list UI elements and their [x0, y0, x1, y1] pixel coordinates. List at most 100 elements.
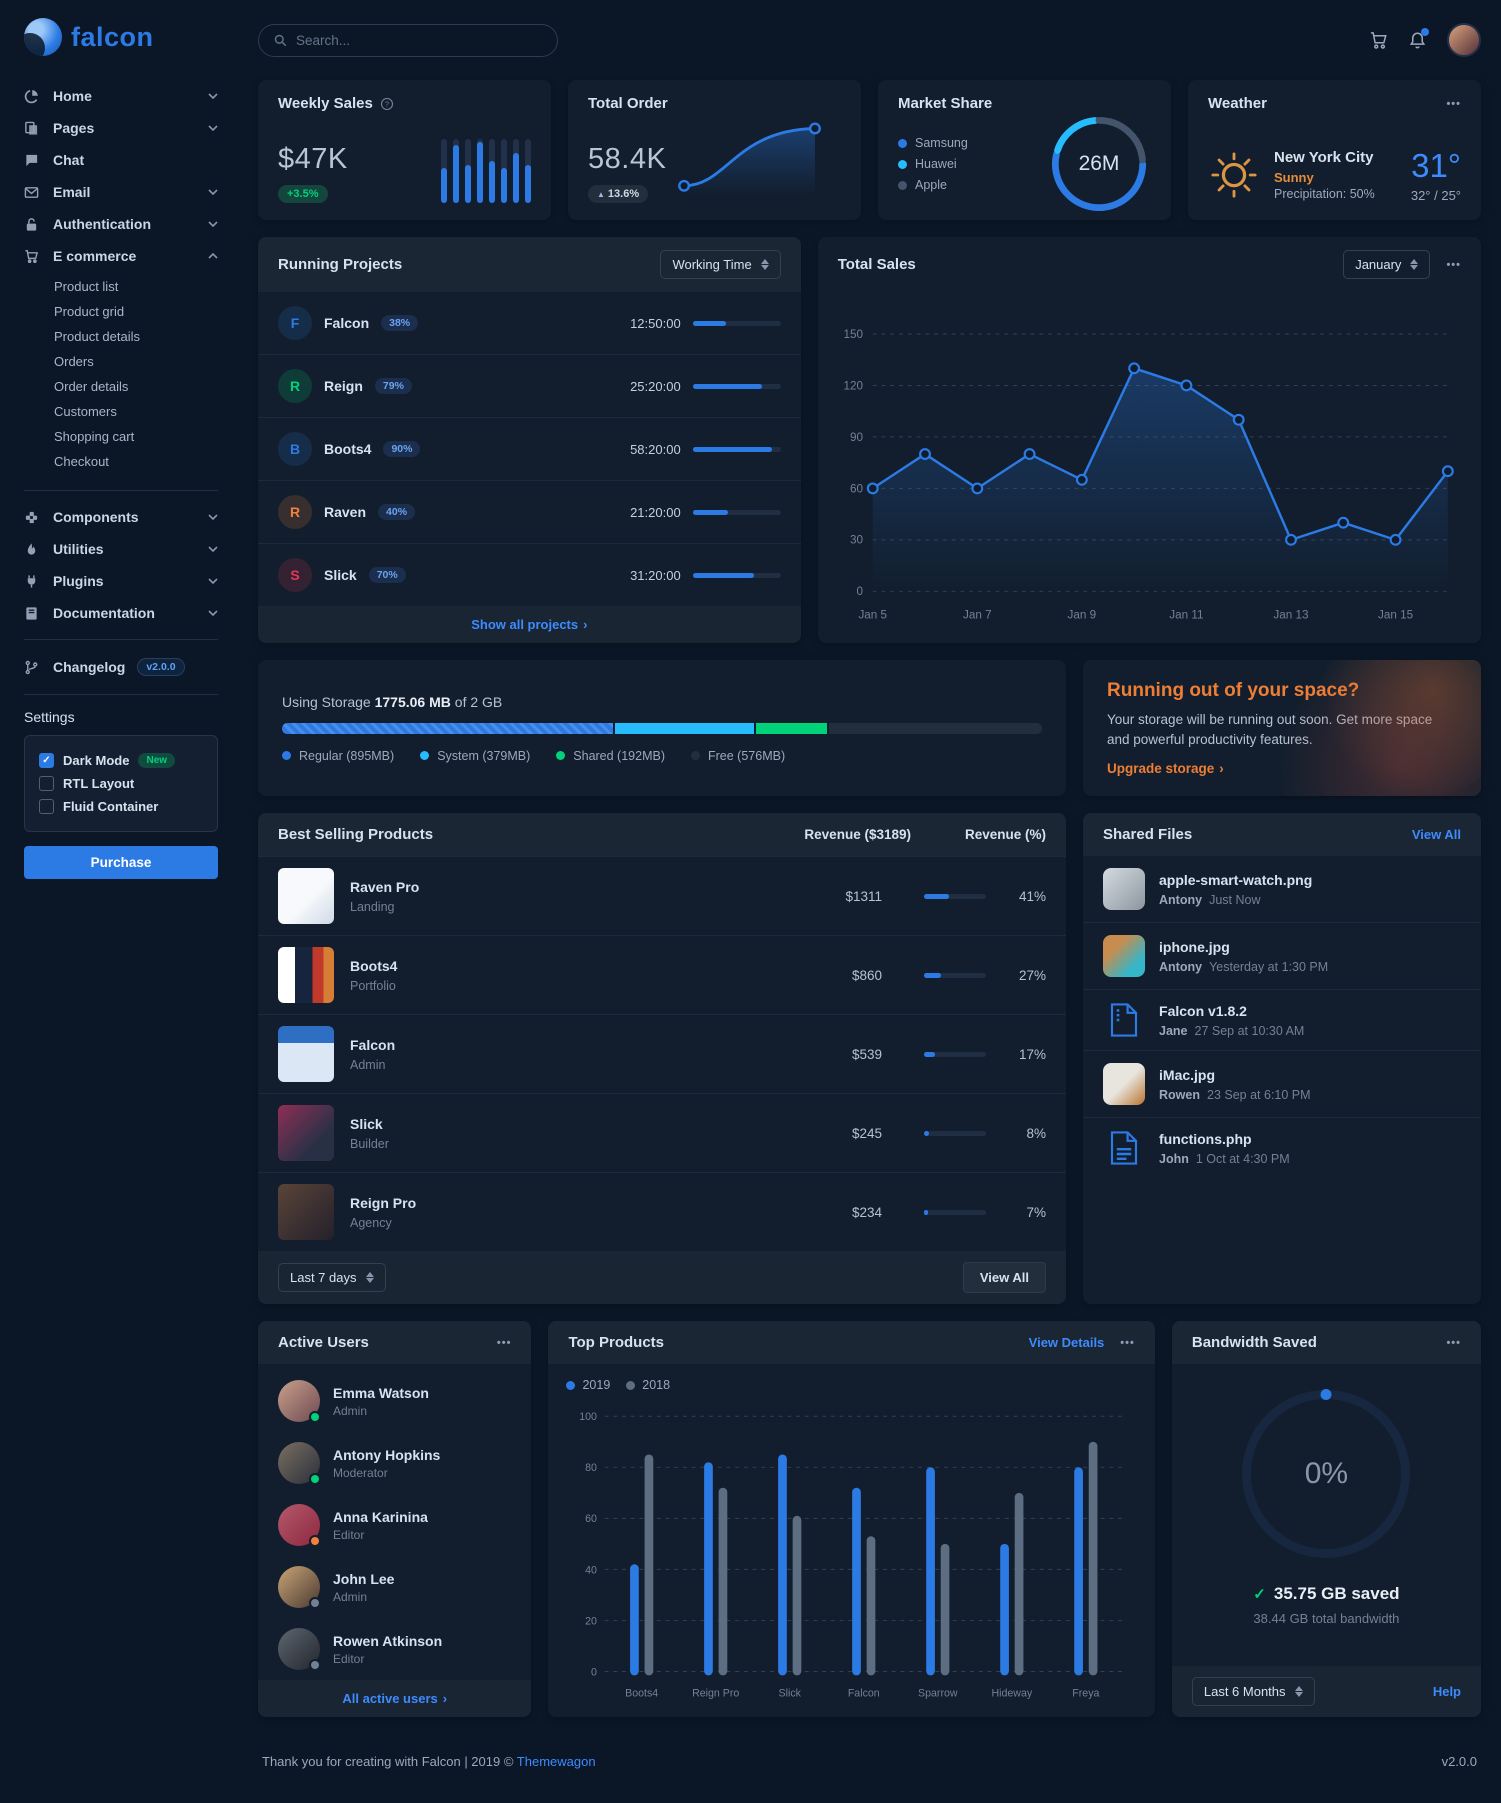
- user-row[interactable]: John Lee Admin: [258, 1556, 531, 1618]
- legend-item[interactable]: 2018: [626, 1378, 670, 1392]
- period-select[interactable]: Last 7 days: [278, 1263, 386, 1293]
- file-name[interactable]: iMac.jpg: [1159, 1066, 1216, 1083]
- show-all-projects-link[interactable]: Show all projects: [471, 617, 587, 632]
- checkbox-icon[interactable]: [39, 799, 54, 814]
- user-row[interactable]: Antony Hopkins Moderator: [258, 1432, 531, 1494]
- card-title: Running Projects: [278, 256, 403, 273]
- projects-list: F Falcon 38% 12:50:00 R Reign 79% 25:20:00 B Boot…: [258, 292, 801, 606]
- question-circle-icon[interactable]: ?: [380, 97, 394, 111]
- user-name[interactable]: Emma Watson: [333, 1384, 429, 1401]
- sidebar-subitem-orders[interactable]: Orders: [54, 354, 94, 369]
- sidebar-subitem-shopping-cart[interactable]: Shopping cart: [54, 429, 135, 444]
- ellipsis-menu-icon[interactable]: [1120, 1337, 1135, 1349]
- ellipsis-menu-icon[interactable]: [1446, 1337, 1461, 1349]
- view-details-link[interactable]: View Details: [1028, 1335, 1105, 1351]
- setting-fluid-container[interactable]: Fluid Container: [39, 795, 203, 818]
- file-thumbnail: [1103, 868, 1146, 911]
- setting-dark-mode[interactable]: Dark Mode New: [39, 749, 203, 772]
- product-name[interactable]: Slick: [350, 1115, 383, 1132]
- upgrade-storage-link[interactable]: Upgrade storage: [1107, 761, 1457, 776]
- sidebar-subitem-customers[interactable]: Customers: [54, 404, 117, 419]
- sidebar-item-plugins[interactable]: Plugins: [24, 565, 218, 597]
- legend-item: Shared (192MB): [556, 749, 665, 763]
- brand-logo[interactable]: falcon: [24, 18, 218, 56]
- sidebar-item-home[interactable]: Home: [24, 80, 218, 112]
- file-row[interactable]: iphone.jpg Antony Yesterday at 1:30 PM: [1083, 922, 1481, 989]
- sidebar-item-changelog[interactable]: Changelog v2.0.0: [24, 650, 218, 684]
- legend-item[interactable]: 2019: [566, 1378, 610, 1392]
- ellipsis-menu-icon[interactable]: [1446, 259, 1461, 271]
- project-name[interactable]: Boots4: [324, 441, 372, 457]
- file-row[interactable]: apple-smart-watch.png Antony Just Now: [1083, 856, 1481, 922]
- sidebar-item-utilities[interactable]: Utilities: [24, 533, 218, 565]
- sidebar-subitem-product-details[interactable]: Product details: [54, 329, 140, 344]
- bell-icon[interactable]: [1408, 27, 1429, 50]
- setting-rtl-layout[interactable]: RTL Layout: [39, 772, 203, 795]
- sort-arrows-icon: [1410, 259, 1419, 270]
- view-all-button[interactable]: View All: [962, 1262, 1047, 1294]
- product-name[interactable]: Falcon: [350, 1036, 396, 1053]
- sidebar-item-documentation[interactable]: Documentation: [24, 597, 218, 629]
- ellipsis-menu-icon[interactable]: [1446, 98, 1461, 110]
- svg-text:?: ?: [385, 99, 389, 108]
- svg-text:Jan 11: Jan 11: [1169, 609, 1203, 622]
- avatar[interactable]: [1447, 23, 1481, 57]
- user-name[interactable]: Rowen Atkinson: [333, 1632, 443, 1649]
- sidebar-item-pages[interactable]: Pages: [24, 112, 218, 144]
- month-select[interactable]: January: [1343, 250, 1431, 279]
- legend-item: Apple: [898, 178, 968, 192]
- help-link[interactable]: Help: [1432, 1684, 1461, 1700]
- file-row[interactable]: functions.php John 1 Oct at 4:30 PM: [1083, 1117, 1481, 1178]
- user-name[interactable]: John Lee: [333, 1570, 395, 1587]
- file-thumbnail: [1103, 935, 1146, 978]
- product-thumbnail: [278, 868, 334, 925]
- months-select[interactable]: Last 6 Months: [1191, 1677, 1315, 1707]
- user-row[interactable]: Emma Watson Admin: [258, 1370, 531, 1432]
- project-name[interactable]: Reign: [324, 378, 363, 394]
- product-name[interactable]: Boots4: [350, 957, 398, 974]
- file-name[interactable]: Falcon v1.8.2: [1159, 1002, 1247, 1019]
- sidebar-subitem-order-details[interactable]: Order details: [54, 379, 129, 394]
- purchase-button[interactable]: Purchase: [24, 846, 218, 879]
- user-role: Editor: [333, 1527, 365, 1542]
- project-name[interactable]: Falcon: [324, 315, 370, 331]
- user-row[interactable]: Anna Karinina Editor: [258, 1494, 531, 1556]
- view-all-files-link[interactable]: View All: [1411, 827, 1461, 843]
- product-name[interactable]: Reign Pro: [350, 1194, 417, 1211]
- all-active-users-link[interactable]: All active users: [342, 1691, 447, 1706]
- chevron-down-icon: [208, 91, 218, 101]
- file-row[interactable]: iMac.jpg Rowen 23 Sep at 6:10 PM: [1083, 1050, 1481, 1117]
- project-name[interactable]: Slick: [324, 567, 357, 583]
- weekly-sales-bar: [501, 139, 507, 203]
- file-row[interactable]: Falcon v1.8.2 Jane 27 Sep at 10:30 AM: [1083, 989, 1481, 1050]
- file-time: 27 Sep at 10:30 AM: [1194, 1023, 1305, 1038]
- chevron-down-icon: [208, 219, 218, 229]
- themewagon-link[interactable]: Themewagon: [516, 1754, 596, 1770]
- sidebar-item-components[interactable]: Components: [24, 501, 218, 533]
- sidebar-item-authentication[interactable]: Authentication: [24, 208, 218, 240]
- product-thumbnail: [278, 1184, 334, 1241]
- search-input-wrapper[interactable]: [258, 23, 558, 57]
- cart-icon[interactable]: [1369, 31, 1388, 50]
- file-name[interactable]: apple-smart-watch.png: [1159, 871, 1313, 888]
- file-name[interactable]: iphone.jpg: [1159, 938, 1230, 955]
- sidebar-subitem-checkout[interactable]: Checkout: [54, 454, 109, 469]
- ellipsis-menu-icon[interactable]: [497, 1337, 512, 1349]
- sidebar-item-e-commerce[interactable]: E commerce: [24, 240, 218, 272]
- project-name[interactable]: Raven: [324, 504, 367, 520]
- search-input[interactable]: [296, 32, 542, 48]
- sidebar-item-email[interactable]: Email: [24, 176, 218, 208]
- user-row[interactable]: Rowen Atkinson Editor: [258, 1618, 531, 1680]
- user-name[interactable]: Antony Hopkins: [333, 1446, 441, 1463]
- file-time: Yesterday at 1:30 PM: [1209, 959, 1329, 974]
- product-name[interactable]: Raven Pro: [350, 878, 420, 895]
- bandwidth-total: 38.44 GB total bandwidth: [1253, 1611, 1400, 1627]
- sidebar-subitem-product-grid[interactable]: Product grid: [54, 304, 125, 319]
- file-name[interactable]: functions.php: [1159, 1130, 1252, 1147]
- sidebar-item-chat[interactable]: Chat: [24, 144, 218, 176]
- sidebar-subitem-product-list[interactable]: Product list: [54, 279, 119, 294]
- checkbox-icon[interactable]: [39, 776, 54, 791]
- checkbox-icon[interactable]: [39, 753, 54, 768]
- working-time-select[interactable]: Working Time: [660, 250, 781, 279]
- user-name[interactable]: Anna Karinina: [333, 1508, 428, 1525]
